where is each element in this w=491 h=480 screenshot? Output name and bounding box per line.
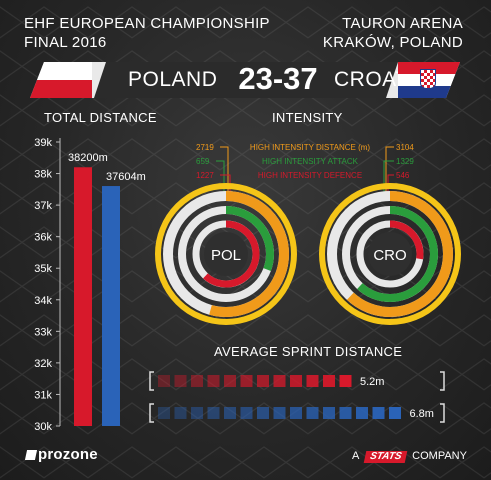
sprint-bar-croatia <box>290 407 302 419</box>
sprint-bar-croatia <box>158 407 170 419</box>
sprint-bar-poland <box>257 375 269 387</box>
pol-value-label: 659 <box>196 157 210 166</box>
distance-bar-poland <box>74 167 92 426</box>
cro-connector <box>385 146 394 194</box>
distance-bar-croatia <box>102 186 120 426</box>
distance-data-label: 38200m <box>68 152 108 164</box>
event-title-line2: FINAL 2016 <box>24 34 107 51</box>
cro-ring-distance <box>346 191 453 317</box>
y-tick-label: 37k <box>34 200 52 212</box>
y-tick-label: 30k <box>34 421 52 433</box>
pol-ring-defence <box>203 220 260 288</box>
sprint-bar-poland <box>174 375 187 387</box>
cro-ring-attack <box>357 206 438 302</box>
distance-data-label: 37604m <box>106 171 146 183</box>
pol-value-label: 1227 <box>196 171 214 180</box>
prozone-brand: prozone <box>38 446 98 463</box>
sprint-bar-croatia <box>306 407 319 419</box>
score-banner-center <box>94 62 398 98</box>
intensity-legend-label: HIGH INTENSITY ATTACK <box>262 157 359 166</box>
company-credit: A STATS COMPANY <box>352 450 467 463</box>
sprint-bar-poland <box>207 375 220 387</box>
sprint-bracket-right <box>440 403 445 423</box>
score-banner: POLAND 23-37 CROATIA <box>30 62 460 98</box>
y-tick-label: 34k <box>34 295 52 307</box>
sprint-bar-croatia <box>273 407 286 419</box>
pol-ring-attack <box>225 206 274 271</box>
sprint-bar-poland <box>306 375 319 387</box>
cro-value-label: 546 <box>396 171 410 180</box>
sprint-bar-croatia <box>240 407 253 419</box>
sprint-distance-chart: 5.2m 6.8m <box>149 371 445 423</box>
sprint-bar-croatia <box>224 407 236 419</box>
sprint-data-label: 6.8m <box>410 408 434 420</box>
venue-line2: KRAKÓW, POLAND <box>322 34 463 51</box>
sprint-bar-croatia <box>389 407 401 419</box>
intensity-chart: HIGH INTENSITY DISTANCE (m) 2719 3104 HIGH … <box>155 143 461 325</box>
sprint-distance-title: AVERAGE SPRINT DISTANCE <box>214 344 403 359</box>
pol-ring-distance <box>209 191 289 317</box>
sprint-bar-croatia <box>339 407 352 419</box>
sprint-bar-poland <box>158 375 170 387</box>
y-tick-label: 39k <box>34 137 52 149</box>
sprint-bar-poland <box>191 375 203 387</box>
cro-ring-defence <box>389 220 424 260</box>
sprint-bar-poland <box>290 375 302 387</box>
sprint-bracket-right <box>440 371 445 391</box>
sprint-bar-croatia <box>191 407 203 419</box>
sprint-bar-croatia <box>174 407 187 419</box>
pol-connector <box>220 146 229 194</box>
pol-connector <box>216 160 225 194</box>
cro-value-label: 1329 <box>396 157 414 166</box>
pol-value-label: 2719 <box>196 143 214 152</box>
total-distance-title: TOTAL DISTANCE <box>44 110 157 125</box>
sprint-bar-poland <box>339 375 352 387</box>
team-home: POLAND <box>128 68 218 91</box>
sprint-data-label: 5.2m <box>360 376 384 388</box>
final-score: 23-37 <box>238 61 318 96</box>
company-prefix: A <box>352 450 359 462</box>
sprint-bar-croatia <box>257 407 269 419</box>
sprint-bar-croatia <box>323 407 335 419</box>
intensity-legend-label: HIGH INTENSITY DEFENCE <box>258 171 362 180</box>
poland-flag-icon <box>30 62 92 98</box>
cro-value-label: 3104 <box>396 143 414 152</box>
stats-badge: STATS <box>363 451 408 463</box>
cro-outer-ring <box>319 183 461 325</box>
croatia-crest-icon <box>420 69 436 89</box>
sprint-bar-croatia <box>207 407 220 419</box>
sprint-bar-poland <box>323 375 335 387</box>
event-title: EHF EUROPEAN CHAMPIONSHIP FINAL 2016 <box>24 14 270 52</box>
pol-ring-center <box>204 232 248 276</box>
sprint-bar-croatia <box>356 407 368 419</box>
intensity-title: INTENSITY <box>272 110 343 125</box>
company-suffix: COMPANY <box>412 450 467 462</box>
y-tick-label: 31k <box>34 389 52 401</box>
y-tick-label: 33k <box>34 326 52 338</box>
sprint-bar-poland <box>240 375 253 387</box>
pol-outer-ring <box>155 183 297 325</box>
total-distance-chart: 30k 31k 32k 33k 34k 35k 36k 37k 38k 39k 38200m 3760… <box>34 137 146 433</box>
venue: TAURON ARENA KRAKÓW, POLAND <box>323 14 463 52</box>
y-tick-label: 35k <box>34 263 52 275</box>
sprint-bar-poland <box>273 375 286 387</box>
croatia-flag-icon <box>398 62 460 98</box>
prozone-logo: prozone <box>24 446 98 463</box>
venue-line1: TAURON ARENA <box>342 15 463 32</box>
sprint-bar-poland <box>224 375 236 387</box>
sprint-bracket-left <box>149 403 154 423</box>
prozone-mark-icon <box>24 450 38 460</box>
sprint-bracket-left <box>149 371 154 391</box>
intensity-legend-label: HIGH INTENSITY DISTANCE (m) <box>250 143 370 152</box>
y-tick-label: 36k <box>34 232 52 244</box>
event-title-line1: EHF EUROPEAN CHAMPIONSHIP <box>24 15 270 32</box>
cro-ring-label: CRO <box>373 247 406 264</box>
cro-connector <box>383 160 394 194</box>
cro-ring-center <box>368 232 412 276</box>
y-tick-label: 38k <box>34 169 52 181</box>
sprint-bar-croatia <box>372 407 385 419</box>
pol-ring-label: POL <box>211 247 241 264</box>
y-tick-label: 32k <box>34 358 52 370</box>
